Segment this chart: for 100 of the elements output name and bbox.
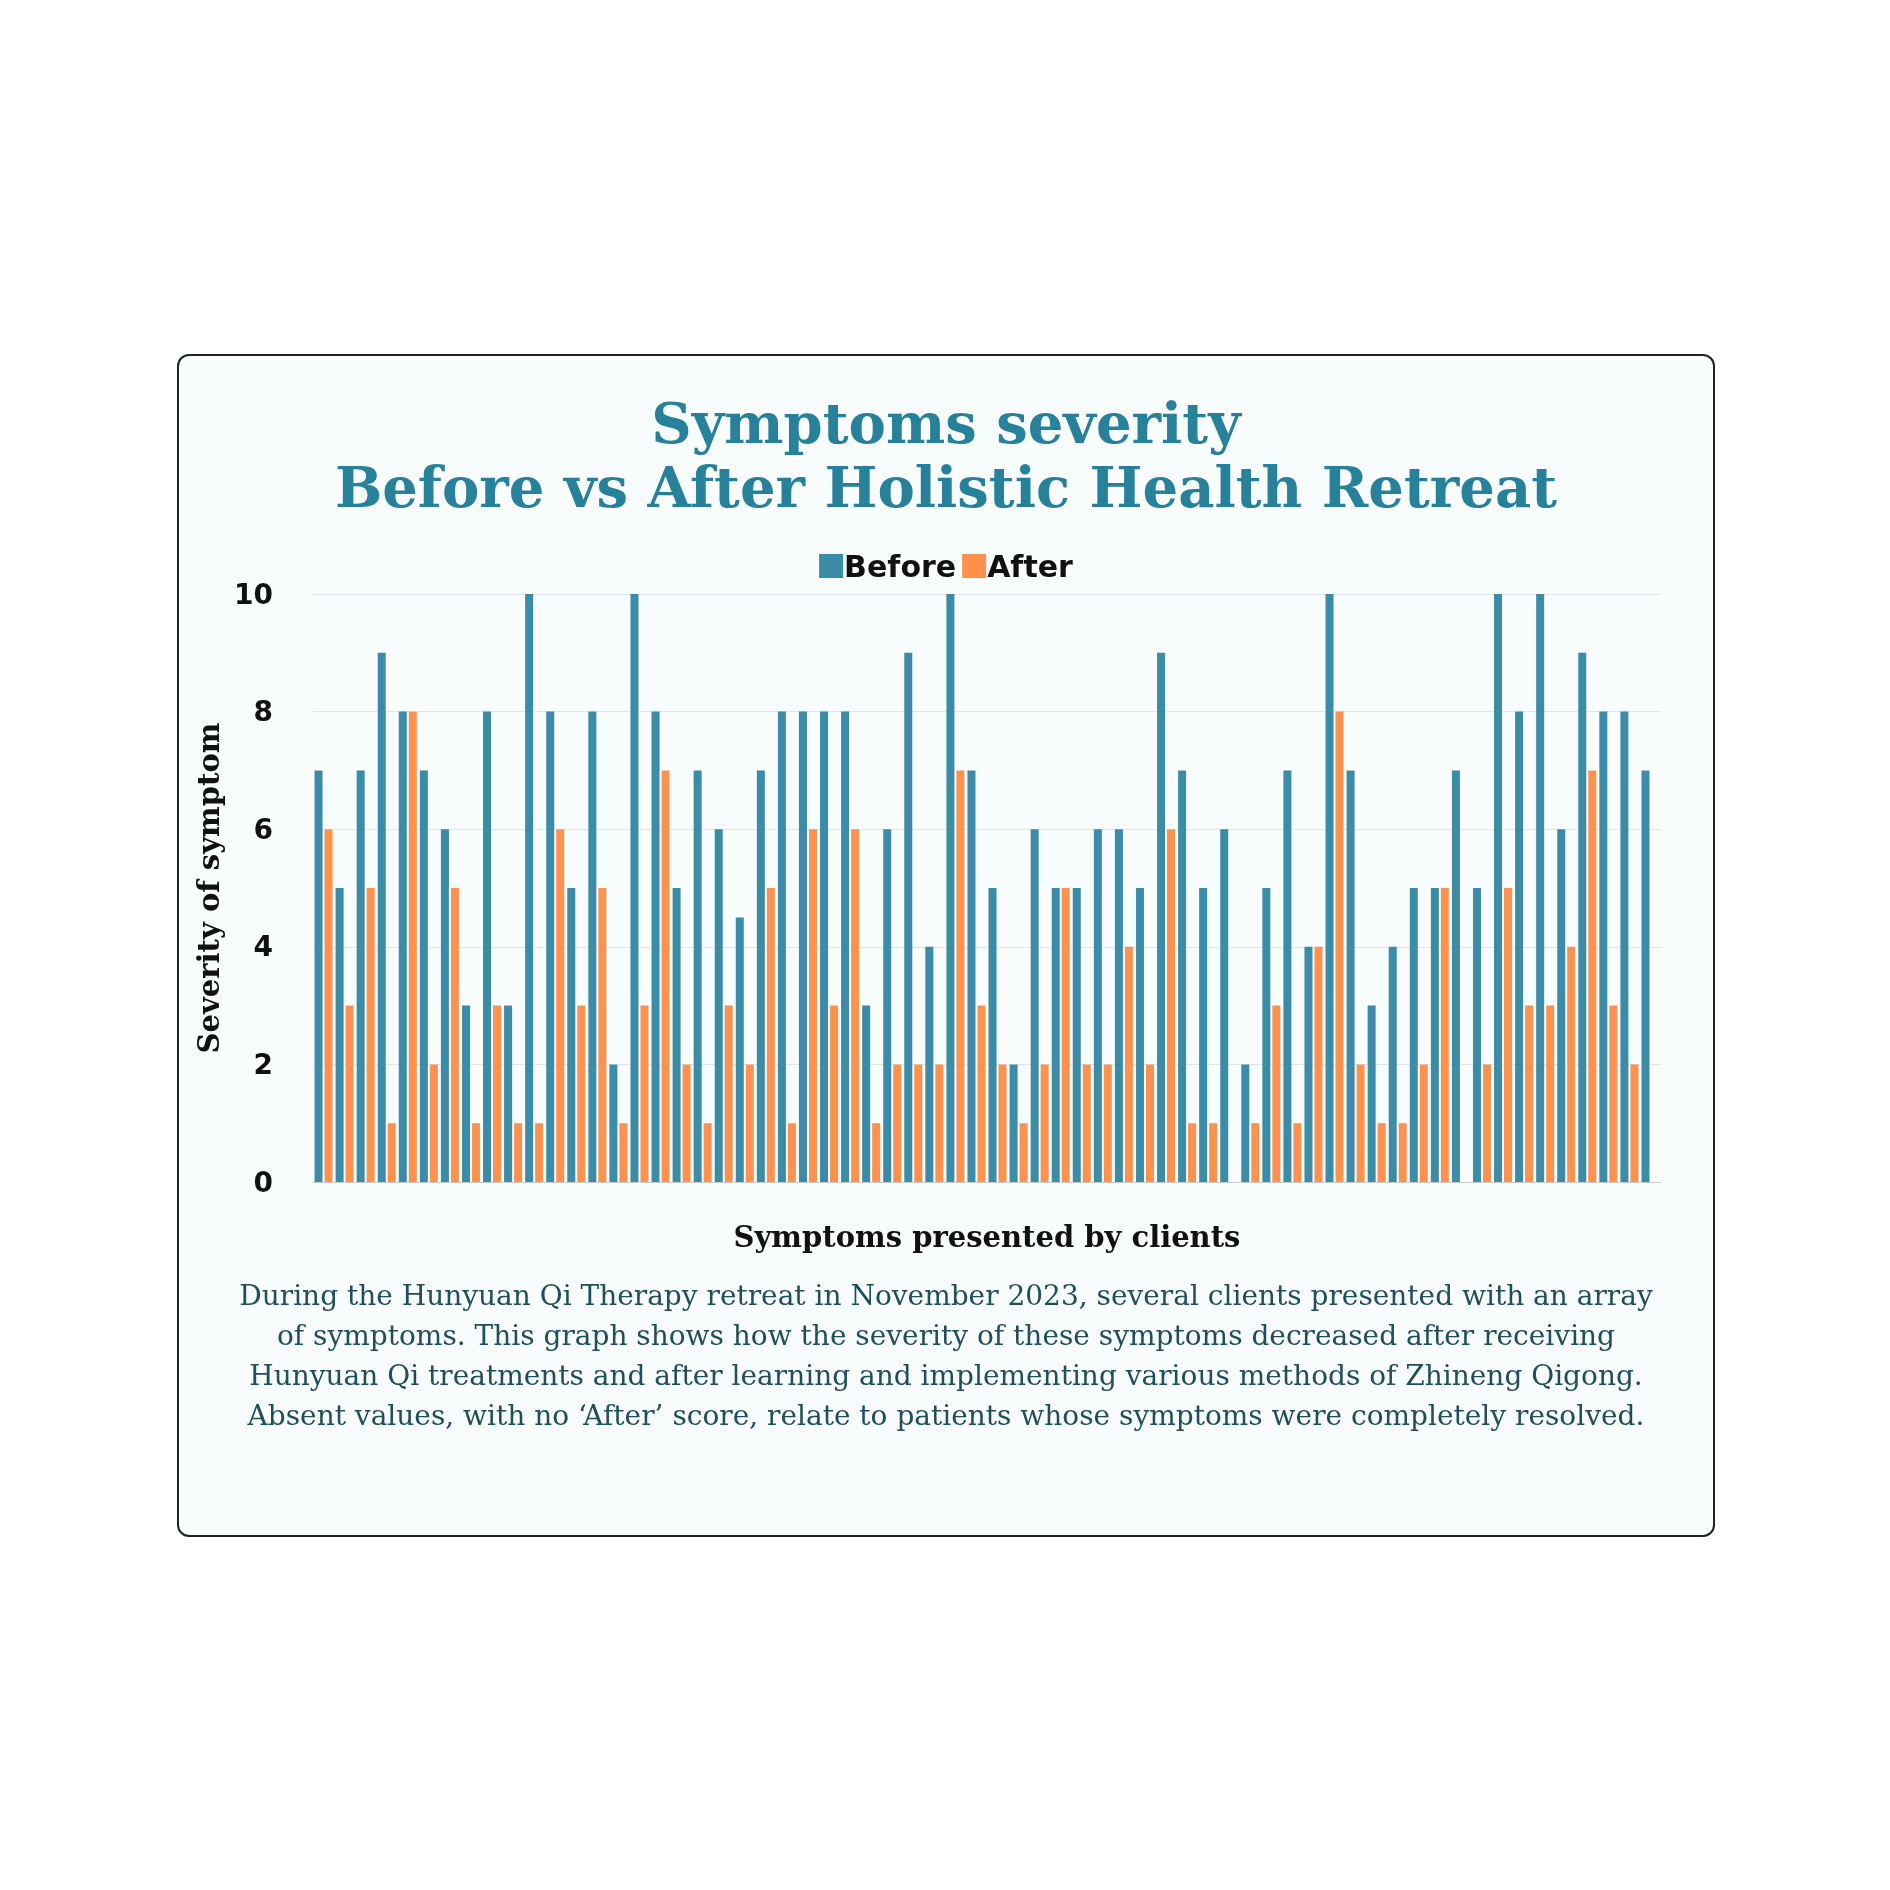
bar — [967, 770, 976, 1182]
bar — [1293, 1123, 1302, 1182]
bar — [956, 770, 965, 1182]
bar — [1209, 1123, 1218, 1182]
bar — [1515, 711, 1524, 1182]
bar — [893, 1064, 902, 1182]
bar — [977, 1005, 986, 1182]
bar — [419, 770, 428, 1182]
bar — [1536, 594, 1545, 1182]
bar — [1440, 888, 1449, 1182]
bar — [1082, 1064, 1091, 1182]
bar — [335, 888, 344, 1182]
bar — [682, 1064, 691, 1182]
bar — [1504, 888, 1513, 1182]
bar — [1009, 1064, 1018, 1182]
bar — [1251, 1123, 1260, 1182]
bar — [872, 1123, 881, 1182]
bar — [777, 711, 786, 1182]
bar — [661, 770, 670, 1182]
text: During the Hunyuan Qi Therapy retreat in November 2023, several clients presented with an array of symptoms. This graph shows how the severity of these symptoms decreased after receiving Hunyuan Qi treatments and after learning and implementing various methods of Zhineng Qigong. Absent values, with no ‘After’ score, relate to patients whose symptoms were completely resolved. — [239, 1278, 1653, 1434]
bar — [724, 1005, 733, 1182]
bar — [1272, 1005, 1281, 1182]
bar — [1314, 946, 1323, 1182]
bar — [1430, 888, 1439, 1182]
bar — [1482, 1064, 1491, 1182]
bar — [377, 652, 386, 1182]
bar — [1409, 888, 1418, 1182]
bar — [1388, 946, 1397, 1182]
bar — [808, 829, 817, 1182]
bar — [1398, 1123, 1407, 1182]
bar — [693, 770, 702, 1182]
bar — [1040, 1064, 1049, 1182]
bar — [925, 946, 934, 1182]
bar — [1304, 946, 1313, 1182]
bar — [1472, 888, 1481, 1182]
bar — [1525, 1005, 1534, 1182]
bar — [630, 594, 639, 1182]
bar — [1494, 594, 1503, 1182]
bar — [756, 770, 765, 1182]
bar — [1377, 1123, 1386, 1182]
bar — [1567, 946, 1576, 1182]
x-axis-title: Symptoms presented by clients — [733, 1219, 1241, 1254]
bar — [577, 1005, 586, 1182]
bar — [356, 770, 365, 1182]
bar — [1451, 770, 1460, 1182]
bar — [514, 1123, 523, 1182]
bar — [1051, 888, 1060, 1182]
bar — [672, 888, 681, 1182]
bar — [651, 711, 660, 1182]
bar — [366, 888, 375, 1182]
bar — [1620, 711, 1629, 1182]
bar — [1588, 770, 1597, 1182]
bar — [841, 711, 850, 1182]
bar — [851, 829, 860, 1182]
bar — [1030, 829, 1039, 1182]
bar — [1019, 1123, 1028, 1182]
bar — [1220, 829, 1229, 1182]
bar — [914, 1064, 923, 1182]
bar — [504, 1005, 513, 1182]
bar — [314, 770, 323, 1182]
bar — [1419, 1064, 1428, 1182]
bar — [1167, 829, 1176, 1182]
bar — [483, 711, 492, 1182]
bar — [714, 829, 723, 1182]
bar — [935, 1064, 944, 1182]
bar — [988, 888, 997, 1182]
bar — [609, 1064, 618, 1182]
bar — [1578, 652, 1587, 1182]
bar — [703, 1123, 712, 1182]
bar — [1546, 1005, 1555, 1182]
bar — [1124, 946, 1133, 1182]
bar — [787, 1123, 796, 1182]
bar — [1114, 829, 1123, 1182]
bar — [830, 1005, 839, 1182]
bar — [588, 711, 597, 1182]
y-tick-label: 8 — [253, 695, 273, 729]
bar — [440, 829, 449, 1182]
bar — [1241, 1064, 1250, 1182]
bar — [640, 1005, 649, 1182]
bar — [798, 711, 807, 1182]
legend-label: After — [987, 548, 1074, 584]
bar — [820, 711, 829, 1182]
bar — [1630, 1064, 1639, 1182]
legend-label: Before — [844, 548, 957, 584]
bar — [1145, 1064, 1154, 1182]
bar — [1188, 1123, 1197, 1182]
bar — [1072, 888, 1081, 1182]
bar — [408, 711, 417, 1182]
y-tick-label: 6 — [253, 812, 273, 846]
y-tick-label: 4 — [253, 930, 273, 964]
bar — [1599, 711, 1608, 1182]
bar — [1199, 888, 1208, 1182]
chart-title: Symptoms severity Before vs After Holistic Health Retreat — [334, 390, 1558, 520]
bar — [766, 888, 775, 1182]
bar — [862, 1005, 871, 1182]
bar — [1283, 770, 1292, 1182]
bar — [345, 1005, 354, 1182]
bar — [429, 1064, 438, 1182]
bar — [535, 1123, 544, 1182]
bar — [1641, 770, 1650, 1182]
